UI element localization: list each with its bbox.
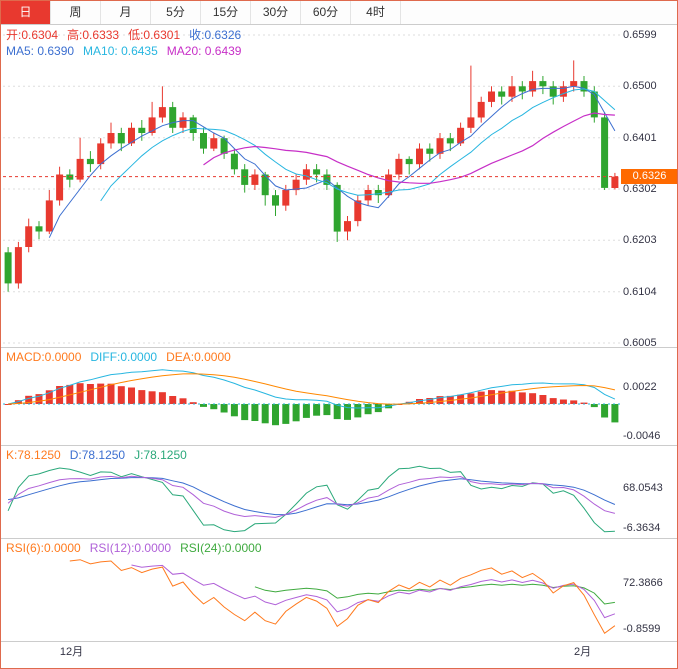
- ohlc-legend-item: 高:0.6333: [67, 28, 120, 42]
- ohlc-legend: 开:0.6304 高:0.6333 低:0.6301 收:0.6326: [6, 28, 250, 42]
- timeframe-toolbar: 日周月 5分 15分 30分 60分 4时: [1, 1, 677, 25]
- ma-legend-item: MA5: 0.6390: [6, 44, 75, 58]
- rsi-legend-item: RSI(12):0.0000: [89, 541, 172, 555]
- main-axis-label: 0.6599: [623, 29, 657, 41]
- ma-legend-item: MA20: 0.6439: [166, 44, 242, 58]
- macd-dea-line: [8, 373, 616, 405]
- main-axis-label: 0.6401: [623, 131, 657, 144]
- kdj-j-line: [7, 465, 615, 533]
- timeframe-tab-2[interactable]: 月: [101, 1, 151, 24]
- ma10-line: [100, 88, 616, 202]
- ma-legend: MA5: 0.6390 MA10: 0.6435 MA20: 0.6439: [6, 44, 250, 58]
- rsi-axis-label: -0.8599: [623, 623, 661, 635]
- rsi-legend: RSI(6):0.0000 RSI(12):0.0000 RSI(24):0.000…: [6, 541, 271, 555]
- timeframe-tab-6[interactable]: 60分: [301, 1, 351, 24]
- timeframe-tab-0[interactable]: 日: [1, 1, 51, 24]
- ohlc-legend-item: 收:0.6326: [189, 28, 242, 42]
- kdj-d-line: [8, 476, 616, 516]
- candlestick-series: [4, 60, 619, 292]
- kdj-axis-label: 68.0543: [623, 482, 663, 494]
- macd-diff-line: [7, 369, 616, 409]
- main-axis-label: 0.6203: [623, 234, 657, 247]
- macd-legend-item: DEA:0.0000: [166, 350, 231, 364]
- kdj-legend-item: D:78.1250: [69, 448, 126, 462]
- rsi12-line: [131, 564, 616, 619]
- macd-legend: MACD:0.0000 DIFF:0.0000 DEA:0.0000: [6, 350, 240, 364]
- timeframe-tab-5[interactable]: 30分: [251, 1, 301, 24]
- current-price-badge: 0.6326: [621, 169, 677, 185]
- macd-legend-item: DIFF:0.0000: [90, 350, 158, 364]
- ma20-line: [203, 112, 615, 184]
- main-axis-label: 0.6302: [623, 183, 657, 195]
- main-axis-label: 0.6500: [623, 80, 657, 93]
- timeframe-tab-1[interactable]: 周: [51, 1, 101, 24]
- kdj-legend-item: K:78.1250: [6, 448, 61, 462]
- rsi-axis-label: 72.3866: [623, 577, 663, 589]
- ohlc-legend-item: 开:0.6304: [6, 28, 59, 42]
- rsi-legend-item: RSI(24):0.0000: [180, 541, 262, 555]
- timeframe-tab-7[interactable]: 4时: [351, 1, 401, 24]
- kdj-legend-item: J:78.1250: [134, 448, 187, 462]
- ohlc-legend-item: 低:0.6301: [128, 28, 181, 42]
- panel-separators: [1, 347, 677, 642]
- kdj-legend: K:78.1250 D:78.1250 J:78.1250: [6, 448, 196, 462]
- macd-axis-label: -0.0046: [623, 430, 661, 442]
- kdj-axis-label: -6.3634: [623, 522, 661, 534]
- main-axis-label: 0.6104: [623, 285, 657, 298]
- main-axis-label: 0.6005: [623, 337, 657, 349]
- macd-histogram: [4, 383, 619, 426]
- ma-legend-item: MA10: 0.6435: [83, 44, 158, 58]
- ma5-line: [48, 85, 616, 238]
- macd-axis-label: 0.0022: [623, 381, 657, 393]
- kdj-k-line: [7, 475, 616, 518]
- rsi6-line: [69, 559, 616, 635]
- x-axis-label: 2月: [574, 646, 592, 658]
- rsi-legend-item: RSI(6):0.0000: [6, 541, 81, 555]
- x-axis-label: 12月: [59, 646, 84, 658]
- timeframe-tab-3[interactable]: 5分: [151, 1, 201, 24]
- timeframe-tab-4[interactable]: 15分: [201, 1, 251, 24]
- main-gridlines: [3, 34, 620, 344]
- macd-legend-item: MACD:0.0000: [6, 350, 82, 364]
